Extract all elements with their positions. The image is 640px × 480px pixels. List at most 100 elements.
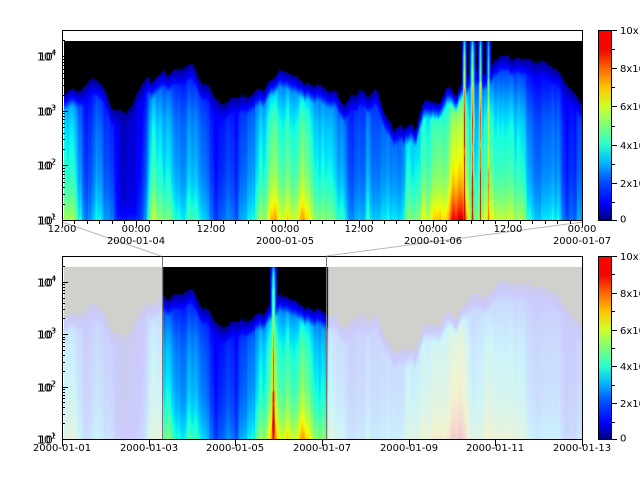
overview-ytick-900 (62, 337, 65, 338)
detail-xtick-minor-2-2 (235, 221, 236, 224)
overview-ylabel-10000: 10⁴ (38, 274, 56, 290)
detail-cbtick-minor-0 (612, 202, 615, 203)
detail-xtick-minor-4-2 (384, 221, 385, 224)
overview-xlabel-2: 2000-01-05 (205, 443, 265, 454)
overview-colorbar[interactable] (598, 256, 612, 440)
overview-ytick-80 (62, 392, 65, 393)
overview-ytick-8000 (62, 287, 65, 288)
detail-ytick-7000 (62, 65, 65, 66)
detail-ytick-10 (62, 220, 68, 221)
detail-xtick-minor-1-1 (149, 221, 150, 224)
overview-xtick-1 (149, 440, 150, 446)
detail-xtick-minor-6-5 (570, 221, 571, 224)
detail-colorbar[interactable] (598, 30, 612, 221)
detail-xtick-3 (285, 221, 286, 227)
detail-cbtick-2 (612, 145, 617, 146)
overview-ytick-20000 (62, 266, 65, 267)
detail-xtick-minor-1-2 (161, 221, 162, 224)
detail-cbtick-3 (612, 106, 617, 107)
overview-cbtick-minor-1 (612, 385, 615, 386)
overview-xlabel-3: 2000-01-07 (292, 443, 352, 454)
detail-xtick-minor-1-5 (198, 221, 199, 224)
overview-cbtick-1 (612, 403, 617, 404)
overview-cbtick-minor-3 (612, 311, 615, 312)
overview-xlabel-4: 2000-01-09 (379, 443, 439, 454)
detail-ytick-700 (62, 119, 65, 120)
detail-ylabel-10000: 104 (36, 49, 56, 64)
overview-cblabel-3: 6x107 (620, 326, 640, 338)
detail-ytick-500 (62, 127, 65, 128)
detail-ylabel-10000: 10⁴ (38, 49, 56, 64)
detail-ytick-20000 (62, 40, 65, 41)
overview-ytick-1000 (62, 334, 68, 335)
overview-xlabel-5: 2000-01-11 (465, 443, 525, 454)
detail-xtick-minor-2-1 (223, 221, 224, 224)
overview-ytick-5000 (62, 298, 65, 299)
detail-xtick-minor-3-2 (310, 221, 311, 224)
detail-ytick-70 (62, 174, 65, 175)
overview-ytick-9000 (62, 284, 65, 285)
detail-cblabel-2: 4x107 (620, 141, 640, 153)
detail-xtick-2 (211, 221, 212, 227)
overview-ylabel-1000: 10³ (38, 326, 56, 342)
detail-xtick-minor-6-2 (532, 221, 533, 224)
overview-ylabel-1000: 103 (36, 326, 56, 342)
overview-cbtick-4 (612, 293, 617, 294)
overview-ytick-500 (62, 350, 65, 351)
detail-ytick-400 (62, 133, 65, 134)
detail-xlabel-5: 00:00 2000-01-06 (403, 224, 463, 247)
overview-cblabel-1: 2x107 (620, 399, 640, 411)
detail-xtick-minor-5-4 (483, 221, 484, 224)
detail-xtick-minor-1-4 (186, 221, 187, 224)
detail-panel-axes[interactable] (62, 30, 583, 221)
overview-xlabel-1: 2000-01-03 (119, 443, 179, 454)
overview-ytick-700 (62, 342, 65, 343)
detail-ytick-9000 (62, 59, 65, 60)
detail-xtick-minor-6-3 (545, 221, 546, 224)
detail-cbtick-4 (612, 68, 617, 69)
detail-cblabel-4: 8x107 (620, 64, 640, 76)
detail-ytick-900 (62, 113, 65, 114)
detail-xtick-minor-0-1 (74, 221, 75, 224)
detail-xtick-minor-5-1 (446, 221, 447, 224)
detail-xlabel-7: 00:00 2000-01-07 (552, 224, 612, 247)
overview-cbtick-5 (612, 256, 617, 257)
overview-cbtick-minor-2 (612, 348, 615, 349)
overview-cblabel-0: 0 (620, 433, 627, 445)
detail-cblabel-3: 6x107 (620, 102, 640, 114)
detail-xtick-5 (433, 221, 434, 227)
detail-ytick-50 (62, 182, 65, 183)
detail-xlabel-4: 12:00 (344, 224, 374, 235)
detail-xtick-minor-5-2 (458, 221, 459, 224)
overview-ylabel-100: 102 (36, 379, 56, 394)
detail-xtick-minor-6-1 (520, 221, 521, 224)
detail-xtick-minor-0-4 (112, 221, 113, 224)
detail-cblabel-0: 0 (620, 214, 627, 226)
detail-ytick-600 (62, 123, 65, 124)
overview-ytick-90 (62, 389, 65, 390)
overview-ytick-600 (62, 346, 65, 347)
overview-ytick-30 (62, 414, 65, 415)
detail-ytick-6000 (62, 69, 65, 70)
detail-ytick-40 (62, 187, 65, 188)
detail-xtick-minor-0-5 (124, 221, 125, 224)
detail-cbtick-0 (612, 220, 617, 221)
overview-ytick-2000 (62, 318, 65, 319)
detail-ytick-2000 (62, 95, 65, 96)
overview-cbtick-minor-0 (612, 422, 615, 423)
detail-xtick-minor-2-5 (272, 221, 273, 224)
detail-xtick-minor-4-1 (372, 221, 373, 224)
detail-xtick-minor-3-4 (334, 221, 335, 224)
detail-xtick-minor-5-3 (471, 221, 472, 224)
overview-ylabel-10000: 104 (36, 274, 56, 290)
overview-ytick-3000 (62, 309, 65, 310)
overview-cbtick-2 (612, 366, 617, 367)
overview-ytick-40 (62, 407, 65, 408)
detail-cbtick-minor-2 (612, 126, 615, 127)
detail-xlabel-6: 12:00 (493, 224, 523, 235)
overview-panel-axes[interactable] (62, 256, 583, 440)
detail-xtick-7 (582, 221, 583, 227)
overview-xtick-5 (495, 440, 496, 446)
overview-cbtick-3 (612, 330, 617, 331)
